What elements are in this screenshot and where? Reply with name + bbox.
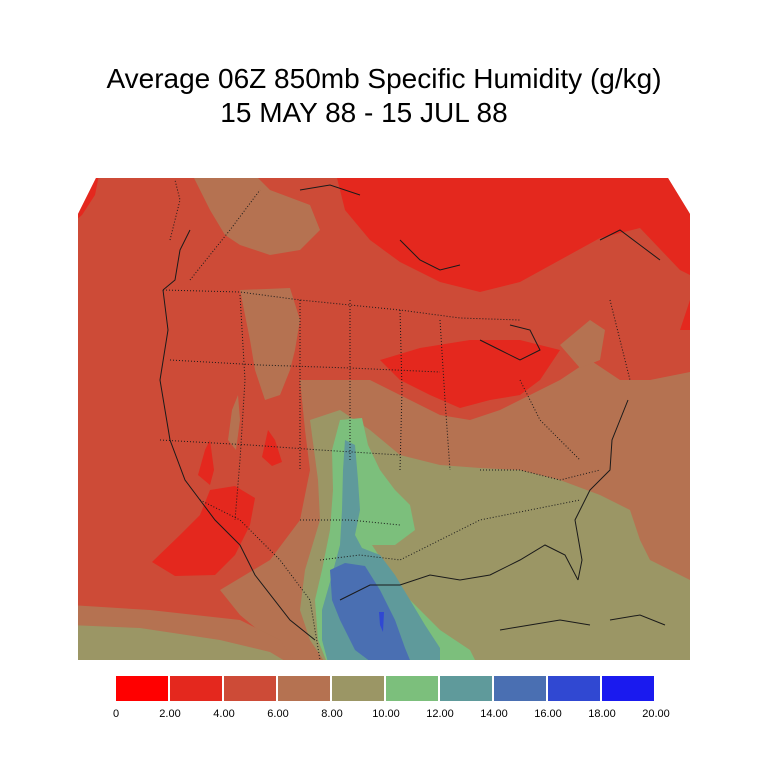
colorbar-tick-label: 16.00 (534, 708, 562, 720)
band-6-8-quebec (560, 320, 605, 368)
colorbar-tick-label: 4.00 (213, 708, 235, 720)
band-2-4-nevada (198, 440, 214, 485)
band-2-4-north (335, 178, 690, 292)
coastlines (159, 184, 666, 641)
band-6-8-idaho (228, 395, 240, 450)
colorbar-swatch-9 (602, 676, 654, 701)
map-title: Average 06Z 850mb Specific Humidity (g/k… (106, 63, 662, 94)
band-6-8-canada (190, 178, 320, 255)
colorbar-tick-label: 0 (112, 708, 120, 720)
band-2-4-southwest (152, 486, 255, 576)
colorbar-swatch-4 (332, 676, 384, 701)
band-16-18 (379, 612, 384, 632)
colorbar-swatch-0 (116, 676, 168, 701)
humidity-field (78, 178, 690, 660)
band-6-8-rockies (240, 288, 300, 400)
band-2-4-utah (262, 430, 282, 466)
colorbar-swatch-1 (170, 676, 222, 701)
colorbar-tick-label: 8.00 (321, 708, 343, 720)
colorbar-swatch-3 (278, 676, 330, 701)
colorbar-tick-label: 2.00 (159, 708, 181, 720)
colorbar-swatch-6 (440, 676, 492, 701)
colorbar-swatch-2 (224, 676, 276, 701)
colorbar-tick-label: 12.00 (426, 708, 454, 720)
colorbar-tick-label: 6.00 (267, 708, 289, 720)
colorbar-swatch-8 (548, 676, 600, 701)
colorbar-tick-label: 18.00 (588, 708, 616, 720)
band-14-16 (330, 563, 412, 660)
colorbar-swatch-7 (494, 676, 546, 701)
colorbar-tick-label: 14.00 (480, 708, 508, 720)
map-subtitle: 15 MAY 88 - 15 JUL 88 (220, 97, 508, 128)
colorbar-swatch-5 (386, 676, 438, 701)
colorbar (116, 676, 654, 701)
colorbar-tick-label: 10.00 (372, 708, 400, 720)
band-8-10-bottom-left (78, 625, 300, 660)
political-boundaries (159, 179, 631, 660)
colorbar-tick-label: 20.00 (642, 708, 670, 720)
